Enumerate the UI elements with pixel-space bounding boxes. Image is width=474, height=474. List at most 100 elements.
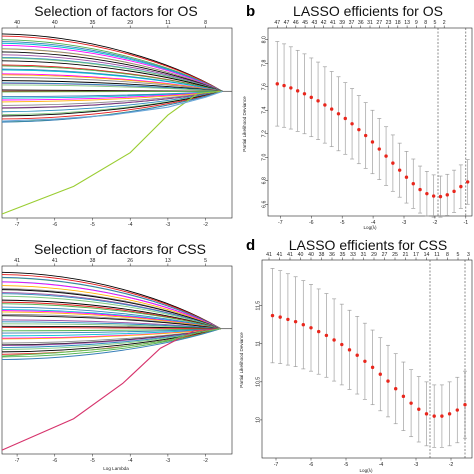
deviance-point [431, 194, 436, 198]
panel-a-plot-area: -7 -6 -5 -4 -3 -2 40 40 35 29 11 8 [1, 20, 232, 228]
coefficient-path [1, 281, 221, 330]
top-tick-label: 13 [404, 20, 410, 26]
top-tick-label: 42 [321, 20, 327, 26]
bottom-tick-label: -2 [203, 458, 208, 464]
deviance-point [424, 412, 429, 416]
deviance-point [336, 112, 341, 116]
coefficient-path [1, 295, 221, 330]
top-tick-label: 43 [311, 20, 317, 26]
deviance-point [282, 83, 286, 88]
deviance-point [425, 191, 429, 196]
deviance-point [350, 122, 354, 126]
top-tick-label: 40 [308, 252, 314, 258]
top-tick-label: 41 [52, 258, 58, 264]
coefficient-path [1, 90, 223, 123]
deviance-point [289, 86, 293, 90]
deviance-point [332, 338, 336, 342]
top-tick-label: 36 [358, 20, 364, 26]
left-tick-label: 10 [256, 417, 262, 423]
deviance-point [445, 193, 449, 197]
deviance-point [316, 99, 320, 103]
highlight-coefficient-path [1, 90, 223, 122]
top-tick-label: 5 [204, 258, 207, 264]
top-tick-label: 40 [52, 20, 58, 26]
top-tick-label: 11 [165, 20, 170, 26]
coefficient-path [1, 90, 223, 120]
panel-d-xlabel: Log(λ) [359, 468, 372, 473]
top-tick-label: 29 [371, 252, 377, 258]
deviance-point [370, 140, 375, 144]
deviance-point [377, 147, 381, 151]
top-tick-label: 39 [339, 20, 345, 26]
deviance-point [465, 180, 470, 184]
top-tick-label: 9 [415, 20, 418, 26]
deviance-point [384, 154, 388, 158]
top-tick-label: 45 [302, 20, 308, 26]
panel-d-ylabel: Partial Likelihood Deviance [239, 332, 244, 388]
bottom-tick-label: -7 [15, 458, 20, 464]
coefficient-path [1, 328, 221, 358]
top-tick-label: 40 [298, 252, 304, 258]
left-tick-label: 7.4 [262, 107, 268, 114]
top-tick-label: 3 [467, 252, 470, 258]
bottom-tick-label: -5 [90, 458, 95, 464]
panel-b-title: LASSO efficients for OS [293, 3, 443, 19]
bottom-tick-label: -5 [340, 220, 345, 226]
top-tick-label: 17 [413, 252, 419, 258]
coefficient-path [1, 328, 221, 361]
left-tick-label: 11 [256, 341, 262, 346]
panel-b-plot-area: -7 -6 -5 -4 -3 -2 -147 47 46 45 43 42 41 39 37 36 31 27 23… [262, 20, 470, 226]
coefficient-path [1, 90, 223, 113]
deviance-point [455, 408, 459, 412]
highlight-coefficient-path [1, 328, 221, 357]
top-tick-label: 5 [457, 252, 460, 258]
left-tick-label: 7.2 [262, 130, 268, 137]
deviance-point [324, 333, 329, 338]
bottom-tick-label: -2 [449, 462, 454, 468]
highlight-coefficient-path [1, 328, 221, 451]
deviance-point [440, 414, 444, 418]
bottom-tick-label: -4 [128, 458, 133, 464]
coefficient-path [1, 35, 223, 92]
top-tick-label: 35 [340, 252, 346, 258]
left-tick-label: 7.0 [262, 154, 268, 161]
coefficient-path [1, 54, 223, 92]
coefficient-path [1, 76, 223, 92]
deviance-point [278, 315, 282, 319]
left-tick-label: 8.0 [262, 36, 268, 43]
deviance-point [317, 329, 321, 334]
deviance-point [357, 127, 361, 132]
coefficient-path [1, 74, 223, 92]
left-tick-label: 6.6 [262, 201, 268, 208]
deviance-point [452, 189, 456, 194]
coefficient-path [1, 276, 221, 330]
panel-d-cv-deviance: d LASSO efficients for CSS Log(λ) Partia… [239, 237, 473, 473]
coefficient-path [1, 65, 223, 92]
deviance-point [270, 313, 275, 318]
panel-d-frame [261, 259, 473, 459]
coefficient-path [1, 323, 221, 330]
coefficient-path [1, 90, 223, 117]
top-tick-label: 41 [287, 252, 293, 258]
coefficient-path [1, 84, 223, 92]
coefficient-path [1, 90, 223, 106]
deviance-point [293, 319, 298, 324]
panel-c-plot-area: -7 -6 -5 -4 -3 -2 41 41 38 26 13 5 [1, 258, 232, 464]
bottom-tick-label: -3 [414, 462, 419, 468]
deviance-point [417, 407, 421, 411]
panel-c-title: Selection of factors for CSS [34, 241, 206, 257]
bottom-tick-label: -4 [379, 462, 384, 468]
deviance-point [411, 181, 415, 186]
panel-a-title: Selection of factors for OS [34, 3, 197, 19]
top-tick-label: 14 [424, 252, 430, 258]
deviance-point [301, 323, 305, 327]
deviance-point [286, 317, 290, 322]
bottom-tick-label: -7 [278, 220, 283, 226]
top-tick-label: 31 [361, 252, 367, 258]
coefficient-path [1, 328, 221, 334]
bottom-tick-label: -1 [464, 220, 469, 226]
top-tick-label: 25 [392, 252, 398, 258]
bottom-tick-label: -5 [344, 462, 349, 468]
coefficient-path [1, 328, 221, 332]
top-tick-label: 36 [329, 252, 335, 258]
